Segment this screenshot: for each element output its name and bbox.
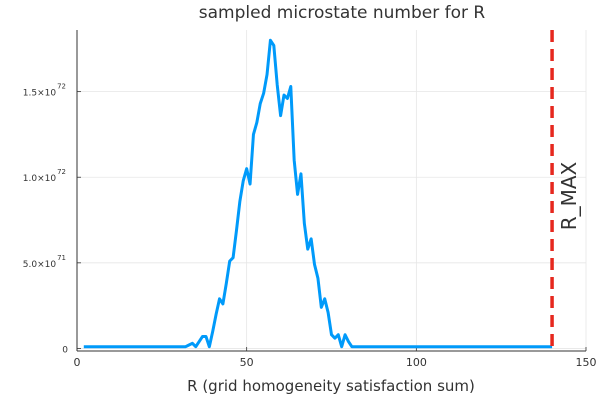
y-tick-label: 5.0×10 [23,260,57,270]
y-tick-label: 1.5×10 [23,89,57,99]
annotations: R_MAX [550,30,581,351]
chart-title: sampled microstate number for R [199,3,486,23]
x-tick-label: 150 [576,356,597,369]
axes [76,30,586,352]
y-tick-exponent: 72 [57,83,66,91]
x-axis-ticks: 0 50 100 150 [74,347,597,369]
x-tick-label: 100 [406,356,427,369]
x-tick-label: 50 [240,356,254,369]
series-line [83,38,553,349]
y-tick-exponent: 72 [57,168,66,176]
r-max-label: R_MAX [557,161,581,230]
plot-lines [83,38,553,349]
y-tick-exponent: 71 [57,254,66,262]
y-tick-label: 0 [62,345,68,355]
x-tick-label: 0 [74,356,81,369]
x-axis-label: R (grid homogeneity satisfaction sum) [187,377,475,395]
y-tick-label: 1.0×10 [23,174,57,184]
grid [76,30,587,351]
